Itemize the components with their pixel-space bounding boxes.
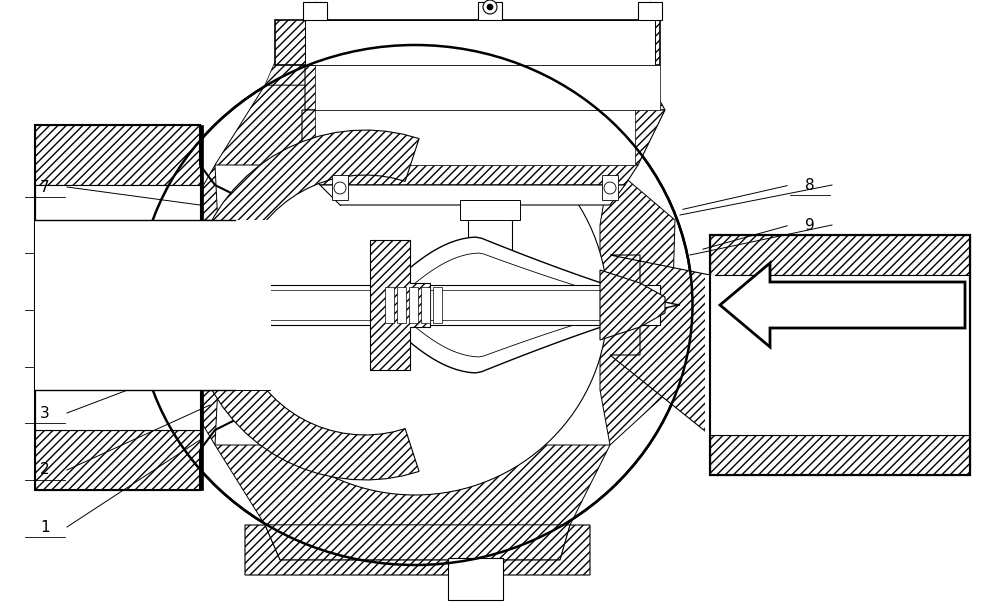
Text: 2: 2: [40, 462, 50, 477]
Bar: [433, 287, 442, 323]
Bar: [332, 175, 348, 200]
Circle shape: [604, 182, 616, 194]
Polygon shape: [155, 165, 220, 445]
Bar: [385, 287, 394, 323]
Bar: [245, 290, 650, 320]
Polygon shape: [710, 235, 970, 275]
Polygon shape: [265, 525, 570, 560]
Polygon shape: [302, 165, 638, 185]
Bar: [478, 2, 502, 20]
Polygon shape: [600, 165, 675, 445]
Polygon shape: [710, 435, 970, 475]
Polygon shape: [390, 253, 650, 357]
Bar: [710, 275, 970, 435]
Text: 4: 4: [40, 349, 50, 365]
Text: 1: 1: [40, 520, 50, 534]
Bar: [710, 235, 970, 475]
Text: 5: 5: [40, 293, 50, 308]
Bar: [303, 2, 327, 20]
Bar: [305, 20, 655, 65]
Polygon shape: [370, 240, 430, 370]
Polygon shape: [35, 430, 200, 490]
Polygon shape: [245, 525, 590, 575]
Bar: [35, 185, 200, 430]
Bar: [705, 275, 715, 435]
Polygon shape: [215, 85, 610, 165]
Polygon shape: [302, 110, 665, 165]
Circle shape: [487, 4, 493, 10]
Bar: [710, 235, 970, 475]
Circle shape: [334, 182, 346, 194]
Polygon shape: [190, 130, 419, 480]
Bar: [421, 287, 430, 323]
Polygon shape: [200, 125, 203, 220]
Bar: [315, 110, 635, 165]
Bar: [460, 200, 520, 220]
Bar: [602, 175, 618, 200]
Bar: [35, 220, 270, 390]
Bar: [235, 285, 660, 325]
Polygon shape: [200, 390, 203, 490]
Polygon shape: [275, 20, 660, 65]
Polygon shape: [265, 50, 570, 85]
Text: 3: 3: [40, 405, 50, 421]
Text: 9: 9: [805, 218, 815, 232]
Bar: [468, 205, 512, 305]
Text: 6: 6: [40, 236, 50, 250]
Bar: [448, 558, 503, 600]
Bar: [397, 287, 406, 323]
Polygon shape: [305, 65, 665, 110]
Text: 7: 7: [40, 180, 50, 194]
Polygon shape: [600, 270, 665, 340]
Polygon shape: [610, 255, 710, 435]
Bar: [409, 287, 418, 323]
Bar: [35, 220, 271, 390]
Polygon shape: [320, 185, 625, 205]
Bar: [315, 65, 660, 110]
Ellipse shape: [138, 45, 692, 565]
Polygon shape: [35, 125, 200, 185]
Bar: [638, 2, 662, 20]
Polygon shape: [720, 263, 965, 347]
Circle shape: [483, 0, 497, 14]
Text: 8: 8: [805, 178, 815, 192]
Ellipse shape: [223, 115, 608, 495]
Polygon shape: [370, 237, 680, 373]
Polygon shape: [215, 445, 610, 525]
